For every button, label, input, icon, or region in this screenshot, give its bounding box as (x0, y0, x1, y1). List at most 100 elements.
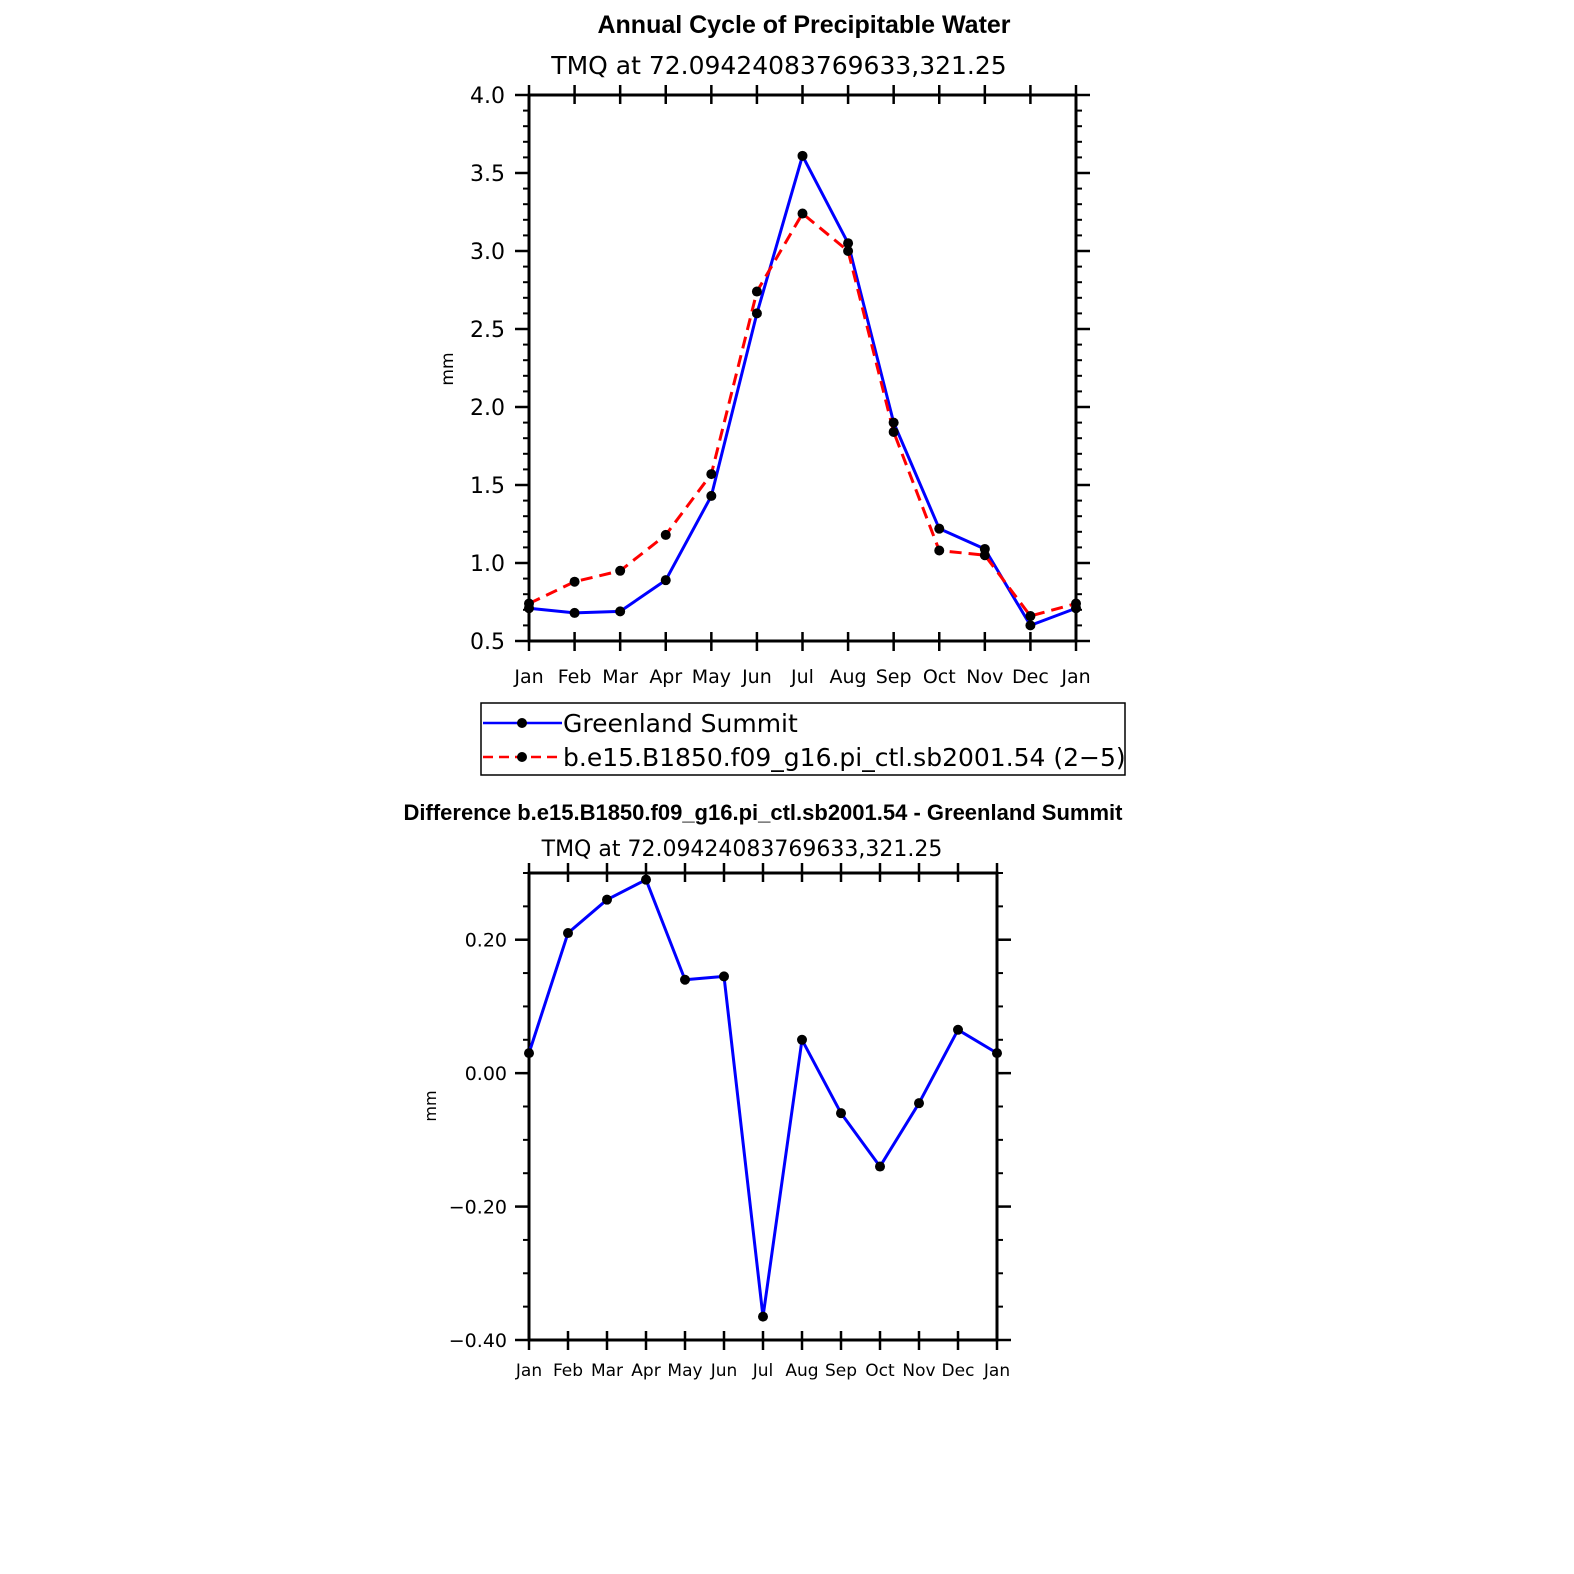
x-tick-label: Jan (983, 1361, 1010, 1381)
data-point (680, 974, 690, 985)
data-point (660, 575, 671, 586)
legend-box (480, 702, 1126, 776)
chart1-plot-frame (527, 93, 1078, 643)
chart2-tick-labels: Jan Feb Mar Apr May Jun Jul Aug Sep Oct Nov Dec Jan 0… (449, 930, 1010, 1381)
data-point (563, 928, 573, 939)
x-tick-label: Jun (710, 1361, 738, 1381)
data-point (888, 417, 899, 428)
chart1-ylabel: mm (438, 352, 458, 385)
data-point (751, 286, 762, 297)
data-point (524, 598, 534, 609)
x-tick-label: Jul (790, 666, 814, 688)
data-point (706, 469, 717, 480)
y-tick-label: −0.20 (449, 1196, 507, 1218)
data-point (797, 1034, 807, 1045)
data-point (569, 576, 580, 587)
x-tick-label: Mar (591, 1361, 623, 1381)
data-point (569, 607, 580, 618)
data-point (660, 529, 671, 540)
data-point (797, 208, 808, 219)
chart1-subtitle: TMQ at 72.09424083769633,321.25 (550, 51, 1006, 80)
chart1-legend: Greenland Summit b.e15.B1850.f09_g16.pi_… (480, 702, 1126, 776)
data-point (706, 490, 717, 501)
legend-marker-model (517, 752, 527, 762)
y-tick-label: 2.0 (470, 396, 505, 421)
y-tick-label: 3.0 (470, 240, 505, 265)
data-point (758, 1311, 768, 1322)
x-tick-label: Oct (923, 666, 956, 688)
data-point (719, 971, 729, 982)
data-point (641, 874, 651, 885)
data-point (836, 1108, 846, 1119)
data-point (953, 1024, 963, 1035)
data-point (797, 150, 808, 161)
x-tick-label: Jun (741, 666, 772, 688)
x-tick-label: Aug (830, 666, 867, 688)
x-tick-label: Jul (752, 1361, 774, 1381)
chart2-plot-frame (527, 871, 999, 1342)
x-tick-label: Apr (631, 1361, 660, 1381)
chart2-subtitle: TMQ at 72.09424083769633,321.25 (541, 837, 943, 862)
precipitable-water-chart: Annual Cycle of Precipitable Water TMQ a… (438, 11, 1126, 776)
x-tick-label: Oct (865, 1361, 895, 1381)
x-tick-label: Dec (1012, 666, 1049, 688)
chart1-title: Annual Cycle of Precipitable Water (597, 11, 1010, 39)
data-point (615, 606, 626, 617)
data-point (615, 565, 626, 576)
data-point (888, 426, 899, 437)
difference-chart: Difference b.e15.B1850.f09_g16.pi_ctl.sb… (404, 800, 1124, 1381)
x-tick-label: Jan (515, 1361, 542, 1381)
data-point (992, 1048, 1002, 1059)
x-tick-label: Mar (602, 666, 638, 688)
x-tick-label: Dec (942, 1361, 975, 1381)
data-point (914, 1098, 924, 1109)
chart2-title: Difference b.e15.B1850.f09_g16.pi_ctl.sb… (404, 800, 1124, 825)
series-line-0 (527, 878, 998, 1319)
x-tick-label: Sep (876, 666, 912, 688)
x-tick-label: Apr (649, 666, 682, 688)
legend-marker-greenland-summit (517, 718, 527, 728)
chart2-ticks (515, 863, 1011, 1350)
series-line-1 (528, 212, 1077, 618)
x-tick-label: Feb (553, 1361, 583, 1381)
data-point (843, 246, 854, 256)
x-tick-label: Aug (785, 1361, 818, 1381)
data-point (934, 545, 945, 556)
chart1-series (524, 150, 1081, 631)
y-tick-label: 0.5 (470, 630, 505, 655)
legend-label-model: b.e15.B1850.f09_g16.pi_ctl.sb2001.54 (2−… (563, 743, 1126, 772)
x-tick-label: Nov (902, 1361, 935, 1381)
data-point (524, 1048, 534, 1059)
y-tick-label: 1.0 (470, 552, 505, 577)
y-tick-label: 0.20 (465, 930, 507, 952)
chart1-tick-labels: Jan Feb Mar Apr May Jun Jul Aug Sep Oct Nov Dec Jan 4… (470, 84, 1091, 688)
x-tick-label: May (692, 666, 731, 688)
y-tick-label: 3.5 (470, 162, 505, 187)
data-point (934, 523, 945, 534)
x-tick-label: Jan (513, 666, 543, 688)
y-tick-label: 4.0 (470, 84, 505, 109)
data-point (843, 238, 854, 249)
y-tick-label: −0.40 (449, 1330, 507, 1352)
x-tick-label: Jan (1060, 666, 1090, 688)
x-tick-label: Feb (558, 666, 592, 688)
chart2-ylabel: mm (421, 1090, 440, 1121)
data-point (1071, 598, 1081, 609)
data-point (602, 894, 612, 905)
data-point (751, 308, 762, 319)
chart2-series (524, 874, 1002, 1322)
series-line-0 (528, 154, 1077, 627)
data-point (875, 1161, 885, 1172)
chart1-ticks (515, 85, 1090, 651)
x-tick-label: Nov (966, 666, 1003, 688)
y-tick-label: 1.5 (470, 474, 505, 499)
data-point (1025, 620, 1036, 631)
data-point (979, 550, 990, 561)
x-tick-label: Sep (825, 1361, 857, 1381)
y-tick-label: 2.5 (470, 318, 505, 343)
x-tick-label: May (667, 1361, 702, 1381)
legend-label-greenland-summit: Greenland Summit (563, 709, 798, 738)
y-tick-label: 0.00 (465, 1063, 507, 1085)
data-point (1025, 611, 1036, 622)
